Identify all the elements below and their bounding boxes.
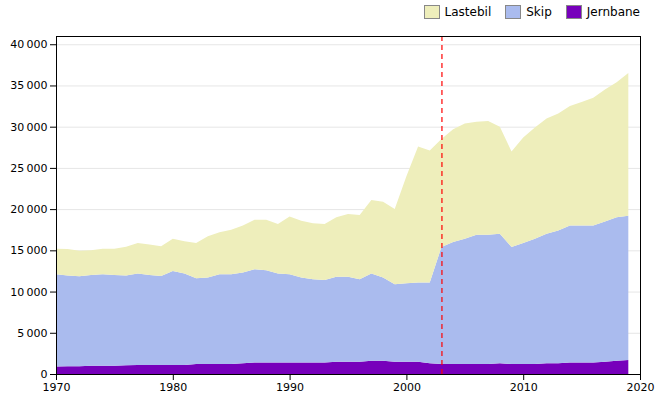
svg-text:25 000: 25 000 [10, 162, 47, 175]
html-text:Lastebil: Lastebil [444, 5, 492, 19]
html-text:Jernbane: Jernbane [586, 5, 640, 19]
svg-text:10 000: 10 000 [10, 286, 47, 299]
svg-text:1990: 1990 [276, 381, 304, 394]
svg-text:2010: 2010 [510, 381, 538, 394]
svg-text:15 000: 15 000 [10, 244, 47, 257]
svg-text:2000: 2000 [393, 381, 421, 394]
svg-text:35 000: 35 000 [10, 79, 47, 92]
svg-text:1970: 1970 [43, 381, 71, 394]
svg-text:0: 0 [41, 368, 48, 381]
svg-text:20 000: 20 000 [10, 203, 47, 216]
svg-text:1980: 1980 [159, 381, 187, 394]
svg-text:40 000: 40 000 [10, 38, 47, 51]
html-text:Skip: Skip [526, 5, 552, 19]
svg-text:30 000: 30 000 [10, 121, 47, 134]
svg-text:5 000: 5 000 [17, 327, 47, 340]
svg-text:2020: 2020 [627, 381, 655, 394]
